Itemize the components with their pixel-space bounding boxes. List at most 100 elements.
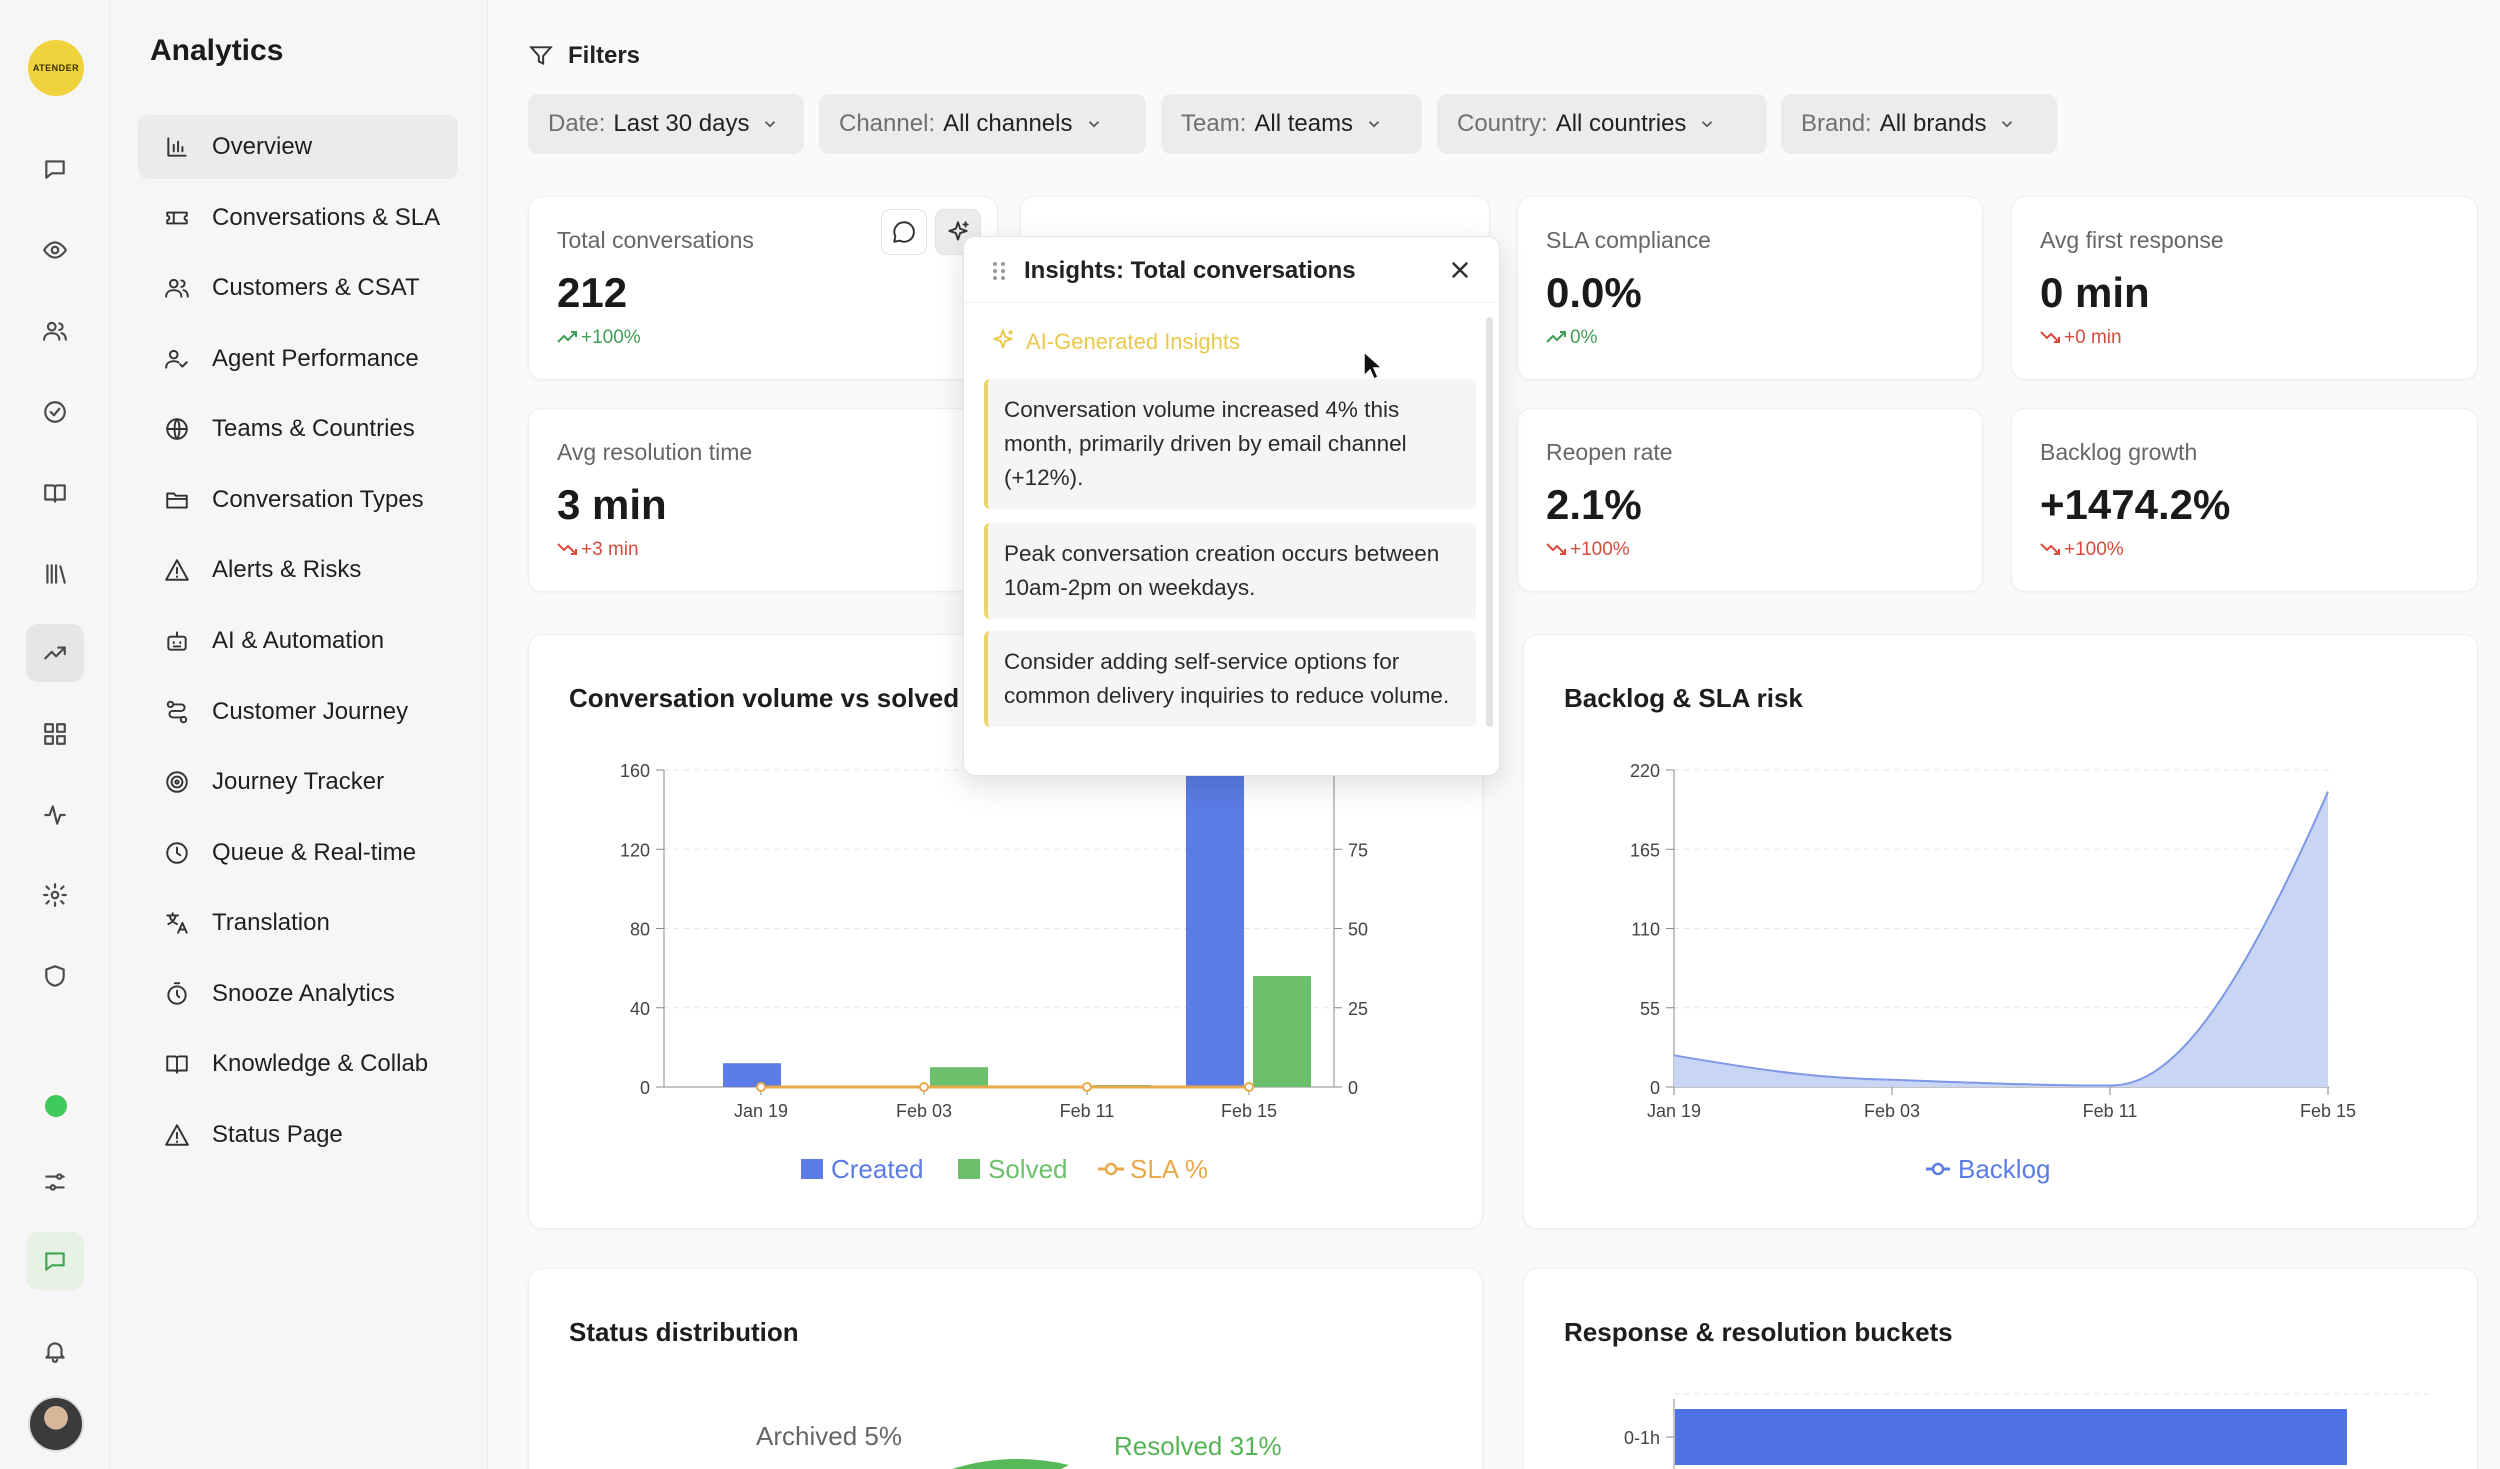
- backlog-area: [1674, 791, 2328, 1087]
- chip-value: Last 30 days: [613, 110, 750, 137]
- sla-point: [1082, 1082, 1092, 1092]
- sidebar-item-label: Translation: [212, 909, 330, 936]
- pie-label: Resolved 31%: [1114, 1431, 1282, 1461]
- app-logo[interactable]: ATENDER: [28, 40, 84, 96]
- filters-label: Filters: [568, 42, 641, 69]
- sidebar-item-label: Customers & CSAT: [212, 274, 420, 301]
- sidebar-item-queue-realtime[interactable]: Queue & Real-time: [138, 821, 458, 885]
- sidebar-item-agent-performance[interactable]: Agent Performance: [138, 327, 458, 391]
- kpi-delta: +3 min: [557, 539, 639, 561]
- sidebar-item-journey-tracker[interactable]: Journey Tracker: [138, 750, 458, 814]
- chart-title: Conversation volume vs solved: [569, 683, 960, 713]
- mouse-cursor-icon: [1363, 350, 1384, 381]
- sidebar-item-alerts-risks[interactable]: Alerts & Risks: [138, 538, 458, 602]
- sidebar-item-conversations-sla[interactable]: Conversations & SLA: [138, 186, 458, 250]
- team-filter[interactable]: Team: All teams: [1161, 94, 1422, 154]
- insights-popover: Insights: Total conversations AI-Generat…: [963, 236, 1500, 776]
- sparkles-icon: [993, 329, 1013, 349]
- drag-handle-icon[interactable]: [992, 261, 1006, 281]
- kpi-delta: +100%: [2040, 539, 2124, 561]
- bar-created: [723, 1063, 781, 1087]
- sidebar-item-customer-journey[interactable]: Customer Journey: [138, 680, 458, 744]
- rail-bell-icon[interactable]: [26, 1322, 84, 1380]
- x-tick-label: Feb 03: [1864, 1101, 1920, 1121]
- sidebar-item-conversation-types[interactable]: Conversation Types: [138, 468, 458, 532]
- chart-title: Backlog & SLA risk: [1564, 683, 1803, 713]
- rail-chat-icon[interactable]: [26, 140, 84, 198]
- bar-created: [1186, 770, 1244, 1087]
- pie-slice-resolved: [952, 1458, 1069, 1469]
- rail-activity-icon[interactable]: [26, 786, 84, 844]
- sidebar-item-overview[interactable]: Overview: [138, 115, 458, 179]
- sidebar-item-customers-csat[interactable]: Customers & CSAT: [138, 256, 458, 320]
- bar-solved: [1253, 976, 1311, 1087]
- rail-settings-icon[interactable]: [26, 866, 84, 924]
- chip-value: All brands: [1879, 110, 1987, 137]
- y-tick-label: 120: [620, 840, 650, 860]
- sidebar-item-ai-automation[interactable]: AI & Automation: [138, 609, 458, 673]
- comment-icon: [893, 221, 915, 243]
- kpi-value: 3 min: [557, 481, 667, 528]
- legend-swatch: [801, 1159, 823, 1179]
- kpi-label: Reopen rate: [1546, 439, 1673, 465]
- sidebar-item-teams-countries[interactable]: Teams & Countries: [138, 397, 458, 461]
- bucket-bar: [1675, 1409, 2347, 1465]
- y-tick-label: 0-1h: [1624, 1428, 1660, 1448]
- avatar[interactable]: [28, 1396, 84, 1452]
- chip-value: All teams: [1254, 110, 1354, 137]
- sidebar-item-status-page[interactable]: Status Page: [138, 1103, 458, 1167]
- kpi-delta-value: 0%: [1570, 327, 1598, 348]
- ticket-icon: [166, 211, 188, 225]
- sidebar-item-label: Teams & Countries: [212, 415, 415, 442]
- kpi-label: SLA compliance: [1546, 227, 1711, 253]
- legend-label: Created: [831, 1154, 924, 1184]
- kpi-value: 2.1%: [1546, 481, 1642, 528]
- backlog-chart: 0 55 110 165 220 Jan 19 Feb 03 Feb 11 Feb 15 Back…: [1630, 761, 2356, 1184]
- rail-book-icon[interactable]: [26, 464, 84, 522]
- legend-swatch-point: [1931, 1162, 1945, 1176]
- chevron-down-icon: [765, 121, 776, 128]
- status-chart-card: Status distribution Archived 5% Resolved …: [528, 1268, 1483, 1469]
- kpi-card-sla-compliance: SLA compliance 0.0% 0%: [1517, 196, 1983, 380]
- chart-title: Response & resolution buckets: [1564, 1317, 1953, 1347]
- sparkles-icon: [948, 221, 969, 241]
- chip-value: All channels: [943, 110, 1073, 137]
- rail-check-icon[interactable]: [26, 383, 84, 441]
- ai-insights-label: AI-Generated Insights: [1026, 329, 1241, 354]
- kpi-card-reopen-rate: Reopen rate 2.1% +100%: [1517, 408, 1983, 592]
- rail-analytics-icon[interactable]: [26, 624, 84, 682]
- rail-shield-icon[interactable]: [26, 947, 84, 1005]
- rail-library-icon[interactable]: [26, 545, 84, 603]
- kpi-delta-value: +100%: [581, 327, 641, 348]
- rail-eye-icon[interactable]: [26, 221, 84, 279]
- rail-users-icon[interactable]: [26, 302, 84, 360]
- sidebar-item-translation[interactable]: Translation: [138, 891, 458, 955]
- sidebar-item-snooze-analytics[interactable]: Snooze Analytics: [138, 962, 458, 1026]
- icon-rail: ATENDER: [0, 0, 110, 1469]
- popover-scrollbar[interactable]: [1486, 317, 1493, 727]
- rail-grid-icon[interactable]: [26, 705, 84, 763]
- channel-filter[interactable]: Channel: All channels: [819, 94, 1146, 154]
- kpi-value: 0.0%: [1546, 269, 1642, 316]
- country-filter[interactable]: Country: All countries: [1437, 94, 1767, 154]
- legend-swatch-point: [1104, 1162, 1118, 1176]
- y-tick-label: 80: [630, 920, 650, 940]
- comment-button[interactable]: [881, 209, 927, 255]
- legend-label: Backlog: [1958, 1154, 2051, 1184]
- route-icon: [166, 700, 188, 724]
- close-icon[interactable]: [1447, 257, 1473, 283]
- globe-icon: [166, 418, 188, 440]
- rail-sliders-icon[interactable]: [26, 1153, 84, 1211]
- kpi-card-backlog-growth: Backlog growth +1474.2% +100%: [2011, 408, 2478, 592]
- rail-messages-icon[interactable]: [26, 1232, 84, 1290]
- kpi-label: Avg first response: [2040, 227, 2224, 253]
- pie-label: Archived 5%: [756, 1421, 902, 1451]
- insight-item: Consider adding self-service options for…: [984, 631, 1476, 727]
- brand-filter[interactable]: Brand: All brands: [1781, 94, 2057, 154]
- kpi-delta: +0 min: [2040, 327, 2122, 349]
- date-filter[interactable]: Date: Last 30 days: [528, 94, 804, 154]
- trend-up-icon: [557, 331, 577, 343]
- popover-header: Insights: Total conversations: [964, 237, 1499, 303]
- trend-down-icon: [2040, 543, 2060, 555]
- sidebar-item-knowledge-collab[interactable]: Knowledge & Collab: [138, 1032, 458, 1096]
